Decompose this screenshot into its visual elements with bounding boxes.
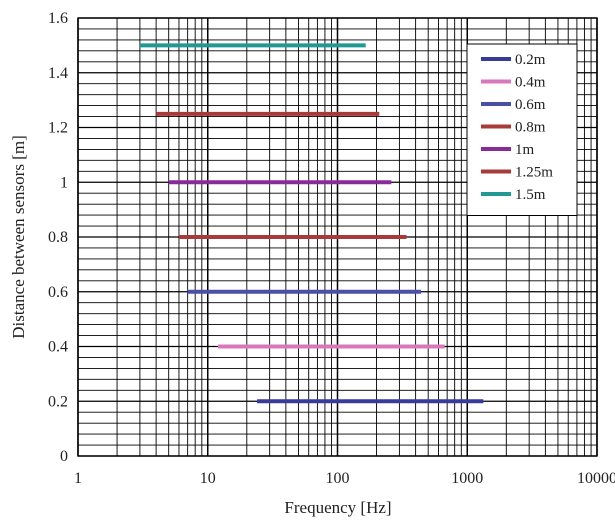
y-tick-label: 0 <box>60 448 68 465</box>
x-tick-label: 1000 <box>451 470 483 487</box>
tick-layer: 1 10 100 1000 10000 0 0.2 0.4 0.6 0.8 1 1.2 1.4 1.6 <box>48 10 615 487</box>
legend-label: 0.2m <box>515 52 546 68</box>
y-axis-title: Distance between sensors [m] <box>9 135 28 338</box>
y-tick-label: 0.6 <box>48 284 68 301</box>
x-tick-label: 10 <box>200 470 216 487</box>
y-tick-label: 1.2 <box>48 120 68 137</box>
x-tick-label: 100 <box>326 470 350 487</box>
legend-label: 0.8m <box>515 120 546 136</box>
x-tick-label: 1 <box>74 470 82 487</box>
y-tick-label: 1.4 <box>48 65 68 82</box>
legend-label: 1m <box>515 142 535 158</box>
x-tick-label: 10000 <box>577 470 615 487</box>
legend-box <box>466 43 578 216</box>
series-layer <box>139 43 484 404</box>
legend-label: 1.5m <box>515 187 546 203</box>
y-tick-label: 1 <box>60 174 68 191</box>
legend-label: 0.4m <box>515 75 546 91</box>
legend-label: 0.6m <box>515 97 546 113</box>
x-axis-title: Frequency [Hz] <box>284 498 391 517</box>
y-tick-label: 0.4 <box>48 339 68 356</box>
legend: 0.2m 0.4m 0.6m 0.8m 1m 1.25m 1.5m <box>466 43 578 216</box>
y-tick-label: 0.2 <box>48 393 68 410</box>
legend-label: 1.25m <box>515 165 553 181</box>
y-tick-label: 0.8 <box>48 229 68 246</box>
y-tick-label: 1.6 <box>48 10 68 27</box>
